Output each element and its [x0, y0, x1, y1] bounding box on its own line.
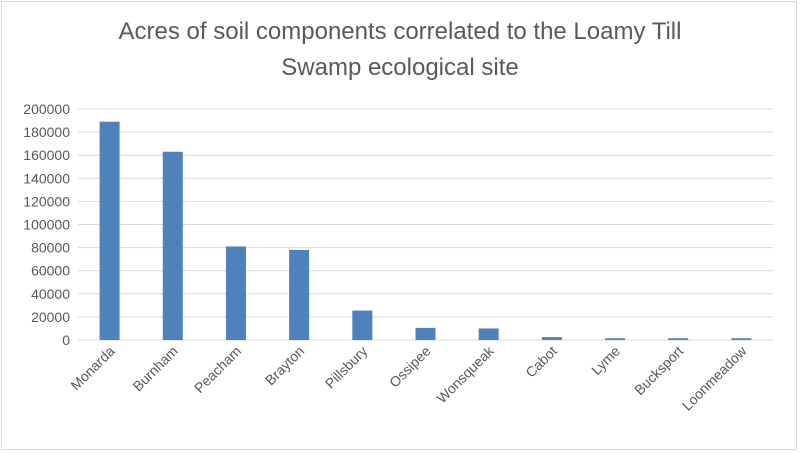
y-tick-label: 20000	[31, 309, 70, 325]
x-tick-label: Brayton	[262, 343, 307, 388]
bar-lyme	[605, 338, 626, 340]
chart-title-line-2: Swamp ecological site	[281, 54, 519, 81]
x-tick-label: Bucksport	[631, 343, 686, 398]
x-tick-label: Wonsqueak	[433, 342, 497, 406]
x-tick-label: Loonmeadow	[679, 342, 750, 413]
x-tick-label: Cabot	[522, 343, 560, 381]
y-tick-label: 40000	[31, 286, 70, 302]
gridlines	[78, 108, 773, 341]
y-tick-label: 140000	[23, 170, 70, 186]
x-tick-label: Burnham	[129, 343, 180, 394]
chart-title-line-1: Acres of soil components correlated to t…	[118, 18, 682, 45]
bar-monarda	[99, 121, 120, 340]
y-tick-label: 80000	[31, 240, 70, 256]
bar-peacham	[225, 246, 246, 340]
bar-ossipee	[415, 327, 436, 340]
bar-cabot	[541, 337, 562, 340]
bar-bucksport	[668, 338, 689, 340]
chart-title: Acres of soil components correlated to t…	[0, 14, 800, 86]
bar-brayton	[289, 249, 310, 340]
x-tick-label: Peacham	[191, 343, 244, 396]
x-tick-label: Pillsbury	[322, 343, 371, 392]
x-tick-label: Monarda	[67, 343, 118, 394]
y-tick-label: 60000	[31, 263, 70, 279]
bar-pillsbury	[352, 310, 373, 340]
y-tick-label: 100000	[23, 217, 70, 233]
y-tick-label: 180000	[23, 124, 70, 140]
bar-loonmeadow	[731, 338, 752, 340]
y-tick-label: 0	[62, 332, 70, 348]
y-tick-label: 160000	[23, 147, 70, 163]
y-axis-labels: 0 20000 40000 60000 80000 100000 120000 140000 1…	[23, 101, 70, 348]
bars	[99, 121, 752, 340]
x-tick-label: Lyme	[588, 343, 623, 378]
bar-wonsqueak	[478, 328, 499, 340]
y-tick-label: 200000	[23, 101, 70, 117]
bar-burnham	[162, 151, 183, 340]
y-tick-label: 120000	[23, 193, 70, 209]
x-tick-label: Ossipee	[386, 343, 434, 391]
x-axis-labels: Monarda Burnham Peacham Brayton Pillsbury Oss…	[67, 342, 750, 413]
